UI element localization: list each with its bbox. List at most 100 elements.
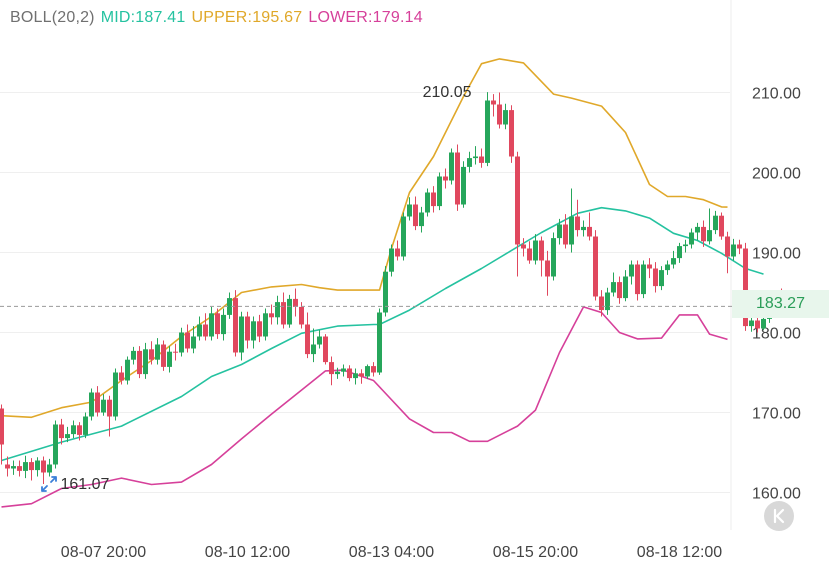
candle-body (263, 313, 268, 337)
candle-body (467, 158, 472, 167)
x-tick-label: 08-13 04:00 (349, 544, 435, 561)
x-tick-label: 08-07 20:00 (61, 544, 147, 561)
candle-body (449, 152, 454, 181)
candle-body (593, 236, 598, 297)
candle-body (551, 238, 556, 277)
candle-body (395, 248, 400, 257)
price-axis: 160.00 170.00 180.00 190.00 200.00 210.00 (752, 86, 801, 503)
candle-body (35, 460, 40, 471)
candle-body (485, 100, 490, 163)
candle-body (443, 176, 448, 181)
candle-body (203, 324, 208, 337)
zoom-out-icon[interactable] (38, 473, 60, 495)
candle-body (749, 320, 754, 327)
candle-body (755, 320, 760, 329)
candle-body (635, 264, 640, 295)
y-tick-label: 210.00 (752, 86, 801, 103)
candle-body (71, 425, 76, 435)
candle-body (221, 314, 226, 335)
candle-body (545, 260, 550, 277)
candle-body (59, 424, 64, 439)
candle-series (0, 92, 784, 484)
candle-body (257, 321, 262, 337)
candle-body (17, 466, 22, 471)
candle-body (563, 224, 568, 245)
candle-body (479, 156, 484, 163)
candle-body (227, 298, 232, 315)
time-axis: 08-07 20:00 08-10 12:00 08-13 04:00 08-15 2… (61, 544, 723, 561)
candle-body (389, 248, 394, 272)
y-tick-label: 180.00 (752, 326, 801, 343)
bollinger-bands (1, 58, 764, 508)
candle-body (365, 366, 370, 377)
x-tick-label: 08-15 20:00 (493, 544, 579, 561)
candle-body (653, 268, 658, 287)
y-tick-label: 190.00 (752, 246, 801, 263)
candle-body (29, 462, 34, 471)
candle-body (341, 368, 346, 372)
candle-body (461, 166, 466, 205)
indicator-name: BOLL(20,2) (10, 9, 95, 26)
collapse-arrow-icon[interactable] (764, 501, 794, 531)
candle-body (167, 351, 172, 367)
candle-body (707, 230, 712, 242)
candle-body (695, 226, 700, 233)
candle-body (569, 216, 574, 245)
x-tick-label: 08-18 12:00 (637, 544, 723, 561)
candle-body (11, 466, 16, 469)
candle-body (491, 100, 496, 105)
candle-body (107, 399, 112, 417)
candle-body (245, 316, 250, 341)
y-tick-label: 200.00 (752, 166, 801, 183)
candle-body (539, 240, 544, 261)
candle-body (527, 248, 532, 261)
boll-mid-line (1, 206, 764, 462)
candle-body (299, 306, 304, 325)
candle-body (23, 462, 28, 471)
candle-body (503, 110, 508, 125)
candle-body (53, 424, 58, 465)
candle-body (347, 368, 352, 379)
candle-body (743, 248, 748, 327)
candle-body (401, 216, 406, 257)
candle-body (155, 344, 160, 360)
candle-body (677, 246, 682, 259)
candle-body (683, 244, 688, 247)
x-tick-label: 08-10 12:00 (205, 544, 291, 561)
candle-body (557, 224, 562, 239)
candle-body (371, 366, 376, 373)
candle-body (515, 156, 520, 245)
candle-body (239, 316, 244, 353)
candle-body (101, 399, 106, 413)
candle-body (761, 318, 766, 329)
candle-body (659, 270, 664, 287)
candle-body (149, 349, 154, 360)
candle-body (119, 372, 124, 381)
candle-body (65, 434, 70, 439)
candle-body (725, 236, 730, 257)
candle-body (197, 324, 202, 337)
upper-value: UPPER:195.67 (191, 9, 303, 26)
candle-body (335, 371, 340, 375)
candle-body (275, 302, 280, 318)
candle-body (737, 244, 742, 249)
candle-body (419, 212, 424, 227)
candle-body (713, 215, 718, 231)
candle-body (617, 282, 622, 299)
candle-body (191, 336, 196, 349)
candle-body (383, 271, 388, 313)
candle-body (641, 264, 646, 295)
candle-body (575, 216, 580, 231)
candle-body (143, 349, 148, 375)
candle-body (131, 350, 136, 360)
price-grid (0, 0, 732, 530)
candle-body (185, 332, 190, 349)
candle-body (359, 373, 364, 377)
candle-body (125, 359, 130, 381)
candle-body (377, 312, 382, 373)
bollinger-legend: BOLL(20,2) MID:187.41 UPPER:195.67 LOWER:17… (10, 9, 429, 27)
candle-body (137, 350, 142, 375)
candle-body (269, 313, 274, 318)
high-marker-label: 210.05 (423, 84, 472, 101)
